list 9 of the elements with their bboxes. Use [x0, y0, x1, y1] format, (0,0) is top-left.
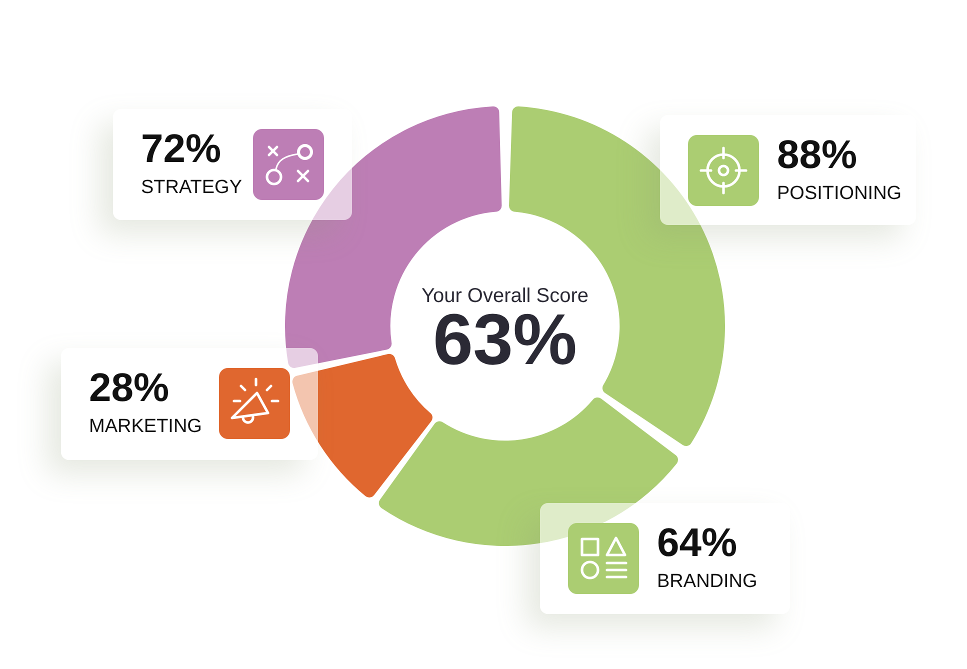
data-label: 64%	[657, 521, 738, 565]
slice-label: POSITIONING	[777, 183, 902, 204]
text: Your Overall Score	[421, 285, 589, 307]
slice-label: MARKETING	[89, 416, 202, 437]
data-label: 72%	[141, 127, 222, 171]
slice-label: STRATEGY	[141, 177, 242, 198]
slice-label: BRANDING	[657, 571, 758, 592]
data-label: 88%	[777, 133, 858, 177]
data-label: 28%	[89, 366, 170, 410]
